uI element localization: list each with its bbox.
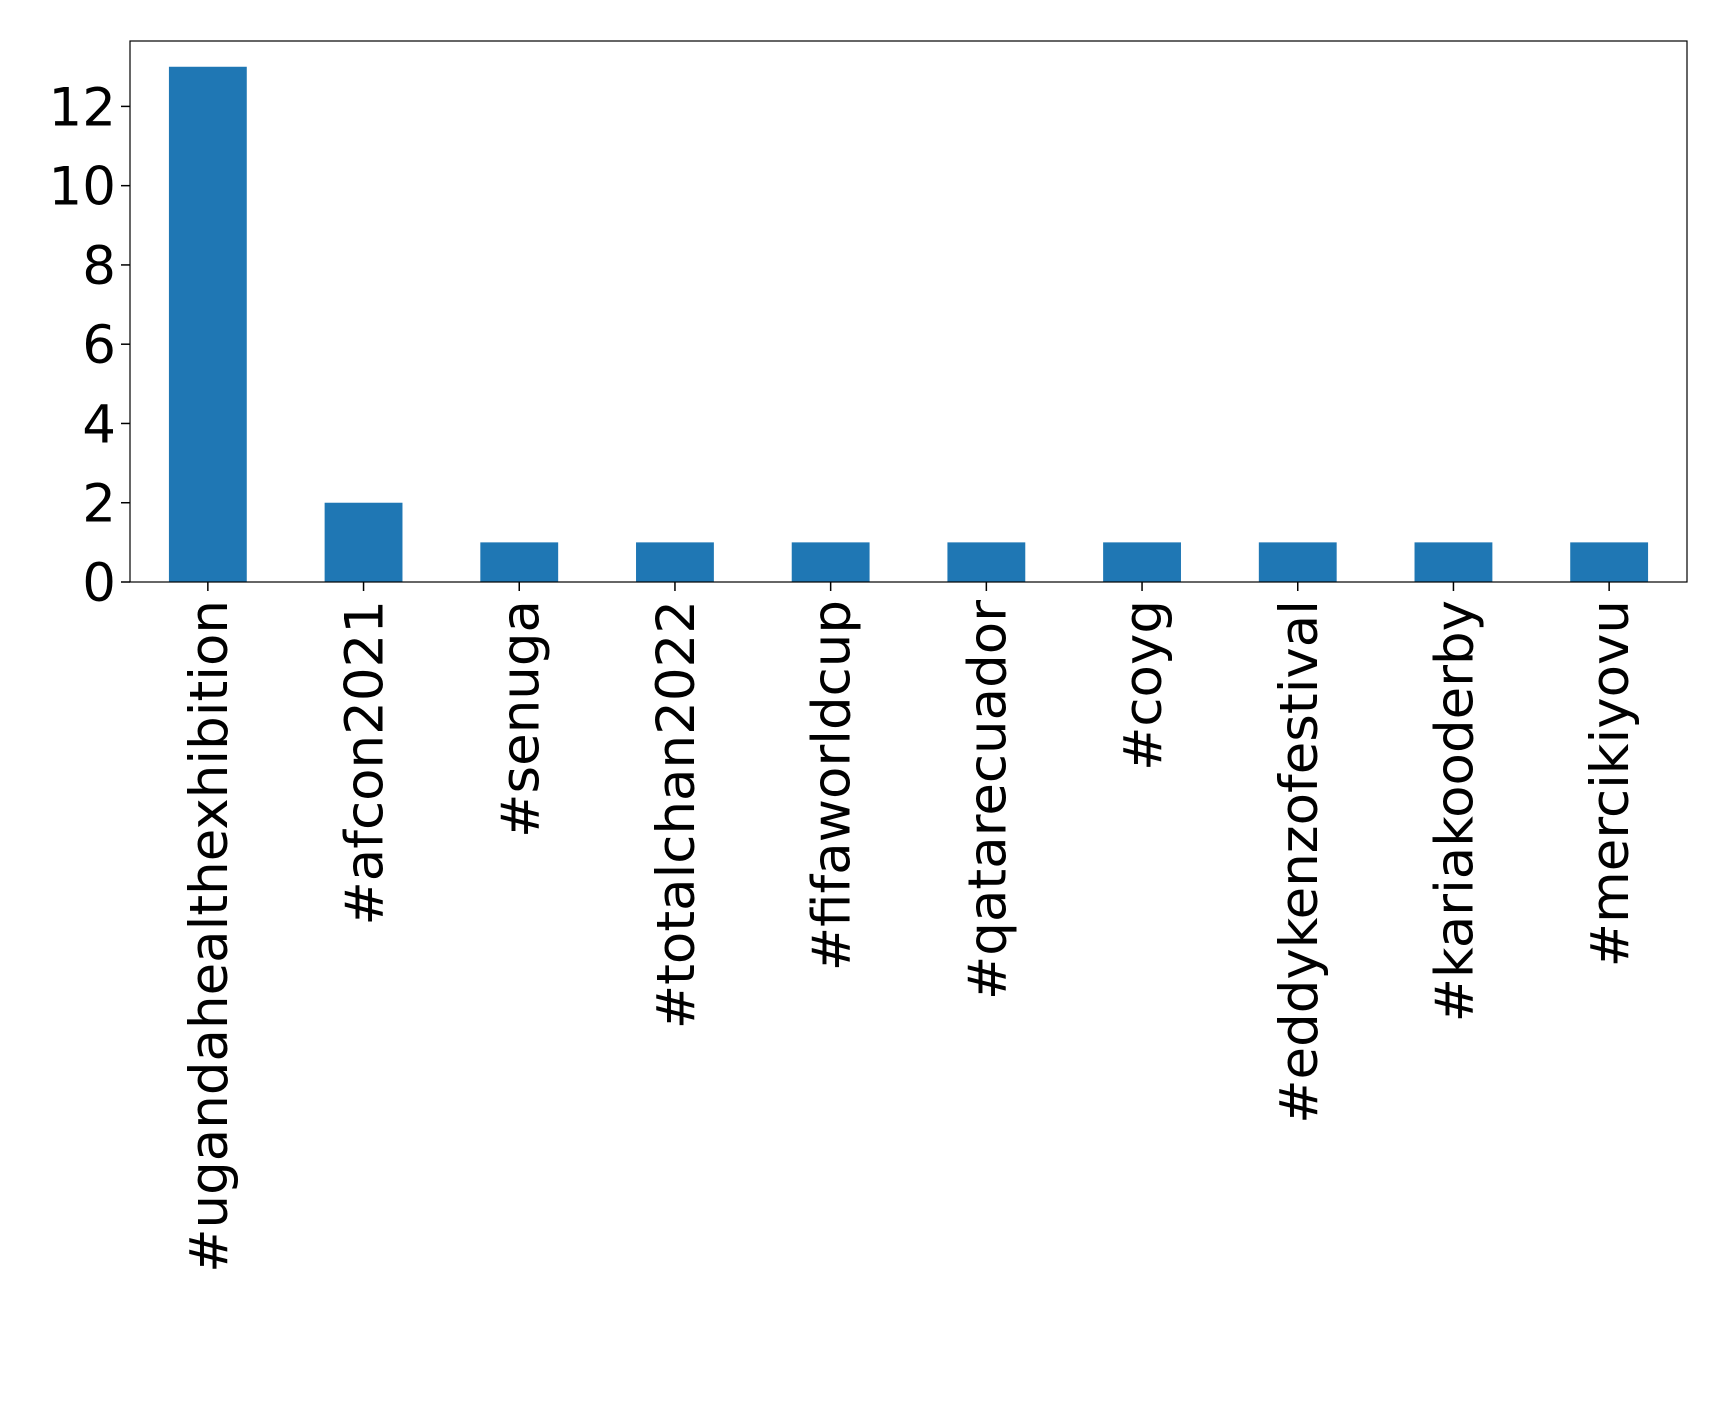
- y-tick-label: 6: [82, 315, 116, 376]
- y-tick-label: 4: [82, 394, 116, 455]
- bar: [480, 542, 559, 582]
- x-tick-label: #qatarecuador: [957, 600, 1018, 1000]
- y-tick-label: 0: [82, 553, 116, 614]
- x-tick-label: #eddykenzofestival: [1269, 600, 1330, 1124]
- y-tick-label: 8: [82, 236, 116, 297]
- bar: [1103, 542, 1181, 582]
- x-tick-label: #mercikiyovu: [1580, 600, 1641, 967]
- axes-frame: [129, 40, 1688, 583]
- x-tick-label: #coyg: [1113, 600, 1174, 771]
- y-tick-label: 10: [49, 157, 116, 218]
- x-tick-label: #afcon2021: [335, 600, 396, 926]
- bar: [791, 542, 870, 582]
- x-tick-label: #ugandahealthexhibition: [179, 600, 240, 1273]
- x-tick-label: #senuga: [490, 600, 551, 838]
- bar: [1258, 542, 1337, 582]
- x-tick-label: #totalchan2022: [646, 600, 707, 1029]
- y-tick-label: 2: [82, 474, 116, 535]
- x-tick-label: #kariakooderby: [1424, 600, 1485, 1022]
- x-tick-label: #fifaworldcup: [802, 600, 863, 971]
- bar: [1414, 542, 1493, 582]
- bar: [1570, 542, 1649, 582]
- bar: [324, 502, 403, 582]
- bar: [947, 542, 1026, 582]
- y-tick-label: 12: [49, 77, 116, 138]
- bar: [636, 542, 714, 582]
- bar: [168, 66, 247, 582]
